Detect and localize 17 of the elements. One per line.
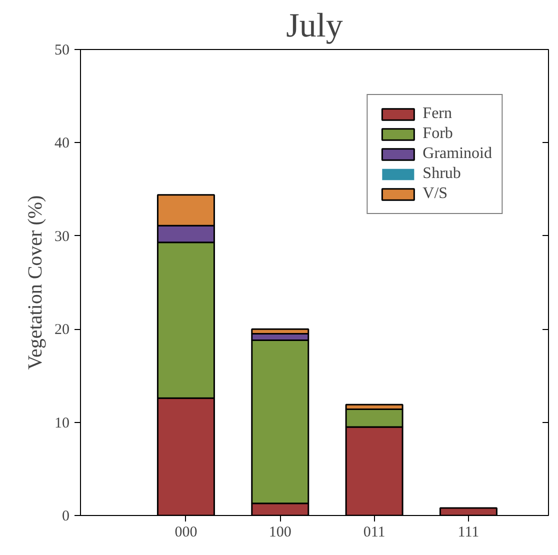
- legend-label: V/S: [422, 185, 448, 203]
- y-tick-label: 10: [54, 415, 70, 432]
- legend-label: Fern: [422, 105, 452, 123]
- legend-label: Graminoid: [422, 145, 492, 163]
- y-tick-label: 30: [54, 228, 70, 245]
- y-tick-label: 40: [54, 136, 70, 152]
- x-tick-label: 100: [268, 524, 292, 540]
- y-tick-label: 50: [54, 42, 70, 58]
- y-tick-label: 20: [54, 322, 70, 338]
- legend-label: Forb: [422, 125, 453, 143]
- x-tick-label: 011: [363, 524, 386, 540]
- x-tick-label: 111: [458, 524, 480, 540]
- chart-title: July: [286, 8, 343, 44]
- y-axis-title: Vegetation Cover (%): [24, 195, 46, 370]
- y-tick-label: 0: [62, 508, 70, 524]
- x-tick-label: 000: [174, 524, 198, 540]
- legend-label: Shrub: [422, 165, 461, 183]
